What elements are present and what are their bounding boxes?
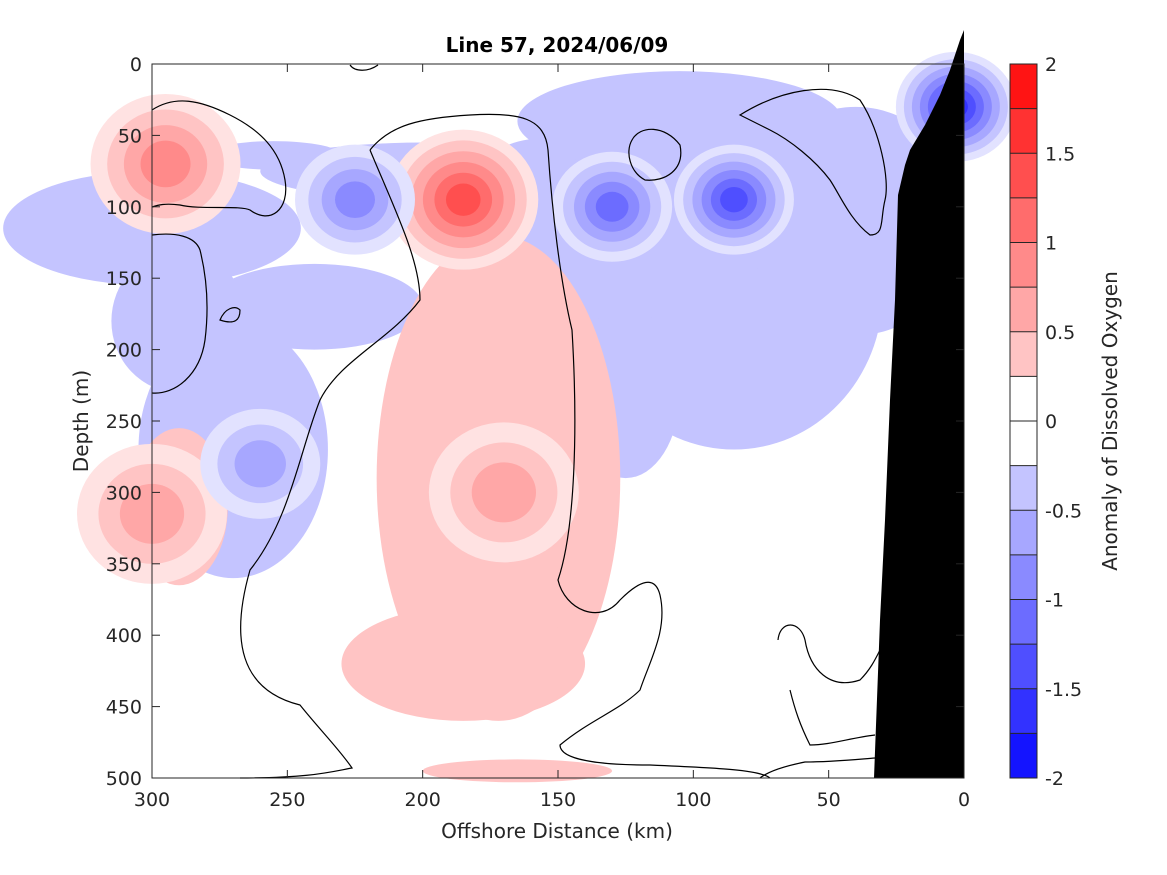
colorbar-band (1010, 554, 1037, 600)
colorbar-tick-label: -0.5 (1045, 500, 1082, 522)
colorbar-band (1010, 108, 1037, 154)
colorbar-tick-label: -1 (1045, 590, 1064, 612)
y-tick-label: 350 (106, 554, 142, 576)
colorbar-label: Anomaly of Dissolved Oxygen (1098, 271, 1122, 571)
negative-anomaly-band (234, 440, 286, 488)
x-tick-label: 300 (134, 789, 170, 811)
y-tick-label: 400 (106, 625, 142, 647)
colorbar-band (1010, 688, 1037, 734)
colorbar-band (1010, 421, 1037, 467)
colorbar-band (1010, 733, 1037, 779)
chart-title: Line 57, 2024/06/09 (446, 33, 669, 57)
colorbar-band (1010, 153, 1037, 199)
y-tick-label: 300 (106, 482, 142, 504)
negative-anomaly-band (720, 186, 748, 213)
colorbar-band (1010, 242, 1037, 288)
y-tick-label: 250 (106, 411, 142, 433)
negative-anomaly-band (595, 191, 629, 222)
colorbar-band (1010, 197, 1037, 243)
colorbar-tick-label: 1.5 (1045, 143, 1075, 165)
y-tick-label: 450 (106, 697, 142, 719)
colorbar-ticks: 2 1.5 1 0.5 0 -0.5 -1 -1.5 -2 (1045, 54, 1082, 790)
negative-anomaly-band (335, 181, 375, 218)
x-tick-label: 150 (540, 789, 576, 811)
y-tick-label: 100 (106, 197, 142, 219)
colorbar-tick-label: 0.5 (1045, 322, 1075, 344)
colorbar-tick-label: -1.5 (1045, 679, 1082, 701)
zero-contour (628, 128, 682, 181)
x-tick-label: 200 (405, 789, 441, 811)
zero-contour (151, 100, 287, 217)
colorbar-band (1010, 287, 1037, 333)
colorbar-tick-label: 1 (1045, 233, 1057, 255)
zero-contour (349, 64, 379, 71)
y-tick-label: 500 (106, 768, 142, 790)
zero-contour (369, 113, 771, 779)
colorbar-band (1010, 510, 1037, 556)
colorbar-tick-label: -2 (1045, 768, 1064, 790)
anomaly-fill (3, 51, 1016, 783)
anomaly-region (206, 263, 423, 350)
zero-contour (777, 624, 881, 684)
x-tick-label: 250 (269, 789, 305, 811)
zero-contour (239, 149, 421, 779)
positive-anomaly-band (445, 183, 481, 216)
plot-area: 300 250 200 150 100 50 0 050100150200250300350… (3, 30, 1016, 811)
positive-anomaly-band (140, 140, 191, 188)
anomaly-region (517, 71, 843, 172)
anomaly-region (422, 759, 613, 783)
x-axis-label: Offshore Distance (km) (441, 819, 673, 843)
colorbar-band (1010, 644, 1037, 690)
colorbar: 2 1.5 1 0.5 0 -0.5 -1 -1.5 -2 (1009, 54, 1082, 790)
zero-contour (151, 233, 208, 394)
colorbar-tick-label: 2 (1045, 54, 1057, 76)
zero-contour-lines (151, 64, 887, 779)
colorbar-band (1010, 465, 1037, 511)
x-tick-marks: 300 250 200 150 100 50 0 (134, 64, 970, 811)
y-tick-label: 0 (130, 54, 142, 76)
seafloor (874, 30, 964, 778)
colorbar-band (1010, 331, 1037, 377)
y-tick-label: 200 (106, 340, 142, 362)
y-tick-label: 150 (106, 268, 142, 290)
colorbar-frame (1009, 63, 1038, 779)
y-tick-marks: 0 50 100 150 200 250 300 350 400 450 500 (106, 54, 964, 790)
colorbar-tick-label: 0 (1045, 411, 1057, 433)
colorbar-band (1010, 64, 1037, 110)
x-tick-label: 0 (958, 789, 970, 811)
zero-contour (789, 689, 876, 746)
anomaly-region (341, 606, 586, 721)
positive-anomaly-band (471, 462, 537, 523)
zero-contour (759, 757, 876, 779)
y-tick-label: 50 (118, 125, 142, 147)
zero-contour (219, 307, 241, 323)
zero-contour (738, 88, 887, 236)
anomaly-region (111, 249, 247, 393)
colorbar-band (1010, 599, 1037, 645)
y-axis-label: Depth (m) (69, 370, 93, 472)
x-tick-label: 50 (817, 789, 841, 811)
colorbar-band (1010, 376, 1037, 422)
x-tick-label: 100 (675, 789, 711, 811)
colorbar-bands (1010, 63, 1037, 779)
